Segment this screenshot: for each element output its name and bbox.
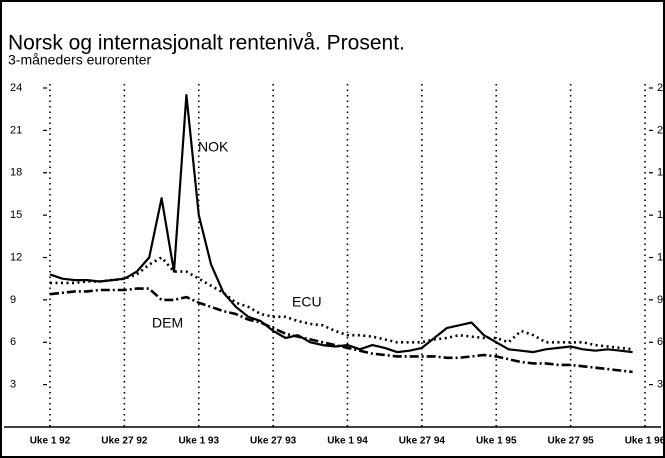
x-tick-label: Uke 1 96 xyxy=(625,436,665,447)
chart-title: Norsk og internasjonalt rentenivå. Prose… xyxy=(8,32,405,55)
y-tick-label: 6 xyxy=(10,336,16,348)
x-tick-label: Uke 27 95 xyxy=(548,436,595,447)
y2-tick-label: 6 xyxy=(657,336,663,348)
x-tick-label: Uke 1 93 xyxy=(178,436,219,447)
x-tick-label: Uke 27 94 xyxy=(399,436,446,447)
x-tick-label: Uke 1 92 xyxy=(30,436,71,447)
y2-tick-label: 9 xyxy=(657,294,663,306)
y-tick-label: 18 xyxy=(10,167,22,179)
y-tick-label: 9 xyxy=(10,294,16,306)
series-label: DEM xyxy=(152,315,183,331)
series-line xyxy=(50,256,633,351)
y2-tick-label: 12 xyxy=(657,251,665,263)
x-tick-label: Uke 27 93 xyxy=(250,436,297,447)
y2-tick-label: 18 xyxy=(657,167,665,179)
series-label: NOK xyxy=(198,139,229,155)
series-label: ECU xyxy=(292,294,322,310)
x-tick-label: Uke 27 92 xyxy=(101,436,148,447)
chart-subtitle: 3-måneders eurorenter xyxy=(8,52,152,68)
y2-tick-label: 21 xyxy=(657,124,665,136)
y-tick-label: 3 xyxy=(10,379,16,391)
x-tick-label: Uke 1 94 xyxy=(327,436,368,447)
y2-tick-label: 24 xyxy=(657,82,665,94)
y-tick-label: 24 xyxy=(10,82,22,94)
series-line xyxy=(49,287,633,374)
y-tick-label: 12 xyxy=(10,251,22,263)
y-tick-label: 21 xyxy=(10,124,22,136)
y2-tick-label: 3 xyxy=(657,379,663,391)
x-tick-label: Uke 1 95 xyxy=(476,436,517,447)
y-tick-label: 15 xyxy=(10,209,22,221)
series-line xyxy=(49,94,633,354)
y2-tick-label: 15 xyxy=(657,209,665,221)
